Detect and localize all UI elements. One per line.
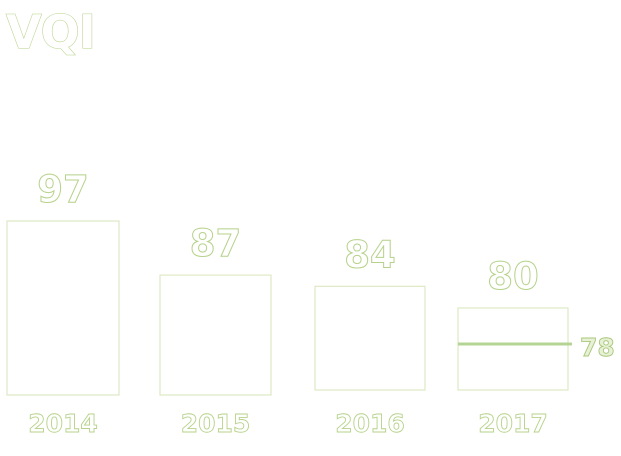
target-value-label: 78 xyxy=(580,333,615,362)
category-label-2014: 2014 xyxy=(28,409,98,438)
bar-2015 xyxy=(159,274,272,396)
bar-value-2014: 97 xyxy=(37,168,89,211)
bar-2016 xyxy=(314,285,426,391)
bars-group: 97 2014 87 2015 84 2016 80 2017 xyxy=(6,168,569,438)
bar-value-2016: 84 xyxy=(344,233,396,276)
bar-2014 xyxy=(6,220,120,396)
bar-value-2017: 80 xyxy=(487,255,539,298)
category-label-2015: 2015 xyxy=(181,409,251,438)
category-label-2017: 2017 xyxy=(478,409,548,438)
bar-value-2015: 87 xyxy=(190,222,242,265)
category-label-2016: 2016 xyxy=(335,409,405,438)
chart-title: VQI xyxy=(6,5,95,59)
target-group: 78 xyxy=(458,333,615,362)
bar-2017 xyxy=(457,307,569,391)
